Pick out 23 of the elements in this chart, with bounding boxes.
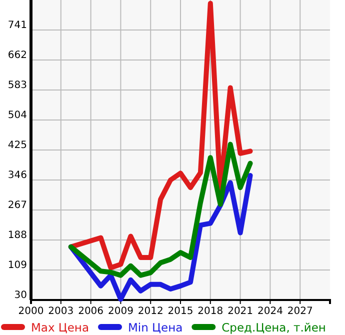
y-tick-label: 188 xyxy=(8,230,27,241)
y-tick-label: 109 xyxy=(8,260,27,271)
y-tick-label: 583 xyxy=(8,80,27,91)
x-tick-label: 2027 xyxy=(287,306,313,318)
y-tick-label: 662 xyxy=(8,50,27,61)
x-tick-label: 2015 xyxy=(168,306,194,318)
x-tick-label: 2003 xyxy=(48,306,74,318)
x-tick-label: 2009 xyxy=(108,306,134,318)
y-tick-label: 267 xyxy=(8,200,27,211)
y-tick-label: 741 xyxy=(8,20,27,31)
y-tick-label: 504 xyxy=(8,110,27,121)
legend-label: Max Цена xyxy=(31,320,89,334)
legend-label: Min Цена xyxy=(128,320,183,334)
y-tick-label: 30 xyxy=(14,290,27,301)
y-tick-label: 346 xyxy=(8,170,27,181)
x-tick-label: 2024 xyxy=(257,306,283,318)
x-tick-label: 2018 xyxy=(198,306,224,318)
x-tick-label: 2000 xyxy=(18,306,44,318)
x-tick-label: 2021 xyxy=(228,306,254,318)
x-tick-label: 2006 xyxy=(78,306,104,318)
x-tick-label: 2012 xyxy=(138,306,164,318)
y-tick-label: 425 xyxy=(8,140,27,151)
legend-label: Сред.Цена, т.йен xyxy=(222,320,326,334)
